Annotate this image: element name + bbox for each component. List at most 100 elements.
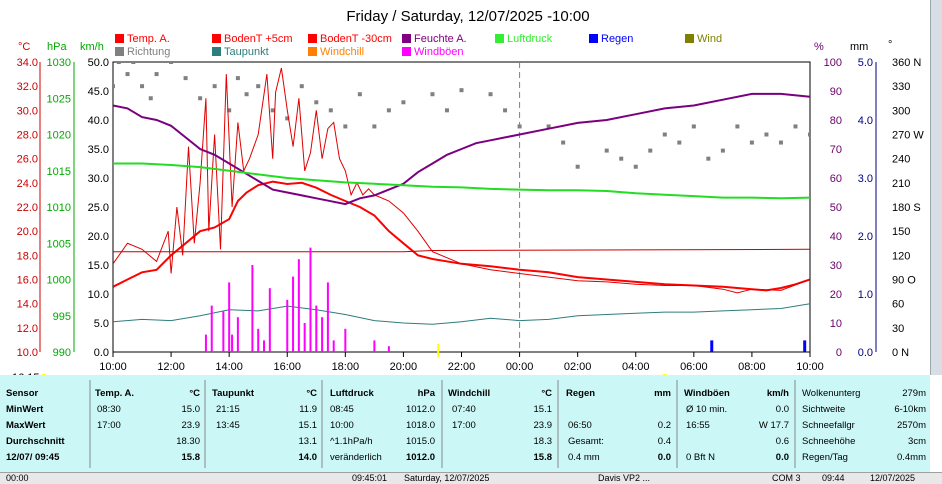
misc-label: Schneehöhe	[802, 436, 855, 447]
speed-tick: 5.0	[94, 318, 109, 330]
dir-unit: °	[888, 39, 892, 51]
legend-swatch	[308, 34, 317, 43]
cell-value: 0.4	[658, 436, 671, 447]
direction-dot	[227, 108, 232, 113]
chart-title: Friday / Saturday, 12/07/2025 -10:00	[346, 8, 589, 25]
legend-swatch	[589, 34, 598, 43]
direction-dot	[256, 84, 261, 89]
direction-dot	[401, 100, 406, 105]
rain-tick: 2.0	[858, 231, 873, 243]
rain-unit: mm	[850, 41, 868, 53]
gust-bar	[332, 340, 335, 352]
cell-value: 1012.0	[406, 452, 435, 463]
dir-tick: 240	[892, 154, 910, 166]
press-tick: 995	[53, 311, 71, 323]
press-tick: 1005	[47, 238, 71, 250]
x-tick-label: 20:00	[390, 361, 418, 373]
legend-swatch	[115, 47, 124, 56]
hum-tick: 100	[824, 57, 842, 69]
hum-tick: 70	[830, 144, 842, 156]
direction-dot	[444, 108, 449, 113]
cell-time: 17:00	[97, 420, 121, 431]
status-port: COM 3	[772, 473, 801, 483]
direction-dot	[561, 140, 566, 145]
temp-tick: 30.0	[17, 105, 38, 117]
temp-tick: 20.0	[17, 226, 38, 238]
cell-time: 0 Bft N	[686, 452, 715, 463]
speed-tick: 0.0	[94, 347, 109, 359]
hum-tick: 60	[830, 173, 842, 185]
temp-tick: 32.0	[17, 81, 38, 93]
cell-value: 0.2	[658, 420, 671, 431]
direction-dot	[706, 156, 711, 161]
direction-dot	[198, 96, 203, 101]
hum-tick: 40	[830, 231, 842, 243]
gust-bar	[326, 282, 329, 352]
temp-tick: 22.0	[17, 202, 38, 214]
cell-value: 15.1	[299, 420, 318, 431]
temp-tick: 34.0	[17, 57, 38, 69]
direction-dot	[662, 132, 667, 137]
gust-bar	[387, 346, 390, 352]
speed-tick: 10.0	[88, 289, 109, 301]
cell-value: W 17.7	[759, 420, 789, 431]
x-tick-label: 08:00	[738, 361, 766, 373]
rain-tick: 3.0	[858, 173, 873, 185]
gust-bar	[222, 311, 225, 352]
dir-tick: 150	[892, 226, 910, 238]
direction-dot	[183, 76, 188, 81]
rain-tick: 1.0	[858, 289, 873, 301]
x-tick-label: 04:00	[622, 361, 650, 373]
status-time: 00:00	[6, 473, 29, 483]
legend-label: Regen	[601, 33, 633, 45]
rain-bar	[710, 340, 714, 352]
gust-bar	[257, 328, 260, 352]
press-tick: 1020	[47, 130, 71, 142]
temp-tick: 26.0	[17, 154, 38, 166]
cell-time: 06:50	[568, 420, 592, 431]
direction-dot	[212, 84, 217, 89]
legend-swatch	[115, 34, 124, 43]
gust-bar	[204, 334, 207, 352]
hum-tick: 30	[830, 260, 842, 272]
direction-dot	[488, 92, 493, 97]
speed-tick: 30.0	[88, 173, 109, 185]
header-taupunkt: Taupunkt	[212, 388, 255, 399]
direction-dot	[386, 108, 391, 113]
press-unit: hPa	[47, 41, 67, 53]
x-tick-label: 00:00	[506, 361, 534, 373]
speed-unit: km/h	[80, 41, 104, 53]
legend-label: Richtung	[127, 46, 170, 58]
row-label: Durchschnitt	[6, 436, 65, 447]
rain-tick: 0.0	[858, 347, 873, 359]
gust-bar	[315, 305, 318, 352]
press-tick: 990	[53, 347, 71, 359]
speed-tick: 50.0	[88, 57, 109, 69]
cursor-dot	[41, 374, 47, 375]
hum-tick: 20	[830, 289, 842, 301]
gust-bar	[321, 317, 324, 352]
x-tick-label: 06:00	[680, 361, 708, 373]
misc-label: Sichtweite	[802, 404, 845, 415]
direction-dot	[372, 124, 377, 129]
x-tick-label: 12:00	[157, 361, 185, 373]
cell-time: ^1.1hPa/h	[330, 436, 373, 447]
cell-value: 23.9	[182, 420, 201, 431]
direction-dot	[131, 62, 136, 64]
header-luftdruck: Luftdruck	[330, 388, 375, 399]
gust-bar	[210, 305, 213, 352]
header-windboeen: Windböen	[684, 388, 730, 399]
cell-value: 0.6	[776, 436, 789, 447]
direction-dot	[244, 92, 249, 97]
cell-time: 08:45	[330, 404, 354, 415]
legend-label: Taupunkt	[224, 46, 269, 58]
status-date: Saturday, 12/07/2025	[404, 473, 490, 483]
misc-label: Wolkenunterg	[802, 388, 860, 399]
direction-dot	[328, 108, 333, 113]
legend-label: Wind	[697, 33, 722, 45]
hum-unit: %	[814, 41, 824, 53]
cursor-time: 16:15	[12, 372, 40, 375]
direction-dot	[503, 108, 508, 113]
legend-swatch	[212, 34, 221, 43]
misc-value: 6-10km	[894, 404, 926, 415]
